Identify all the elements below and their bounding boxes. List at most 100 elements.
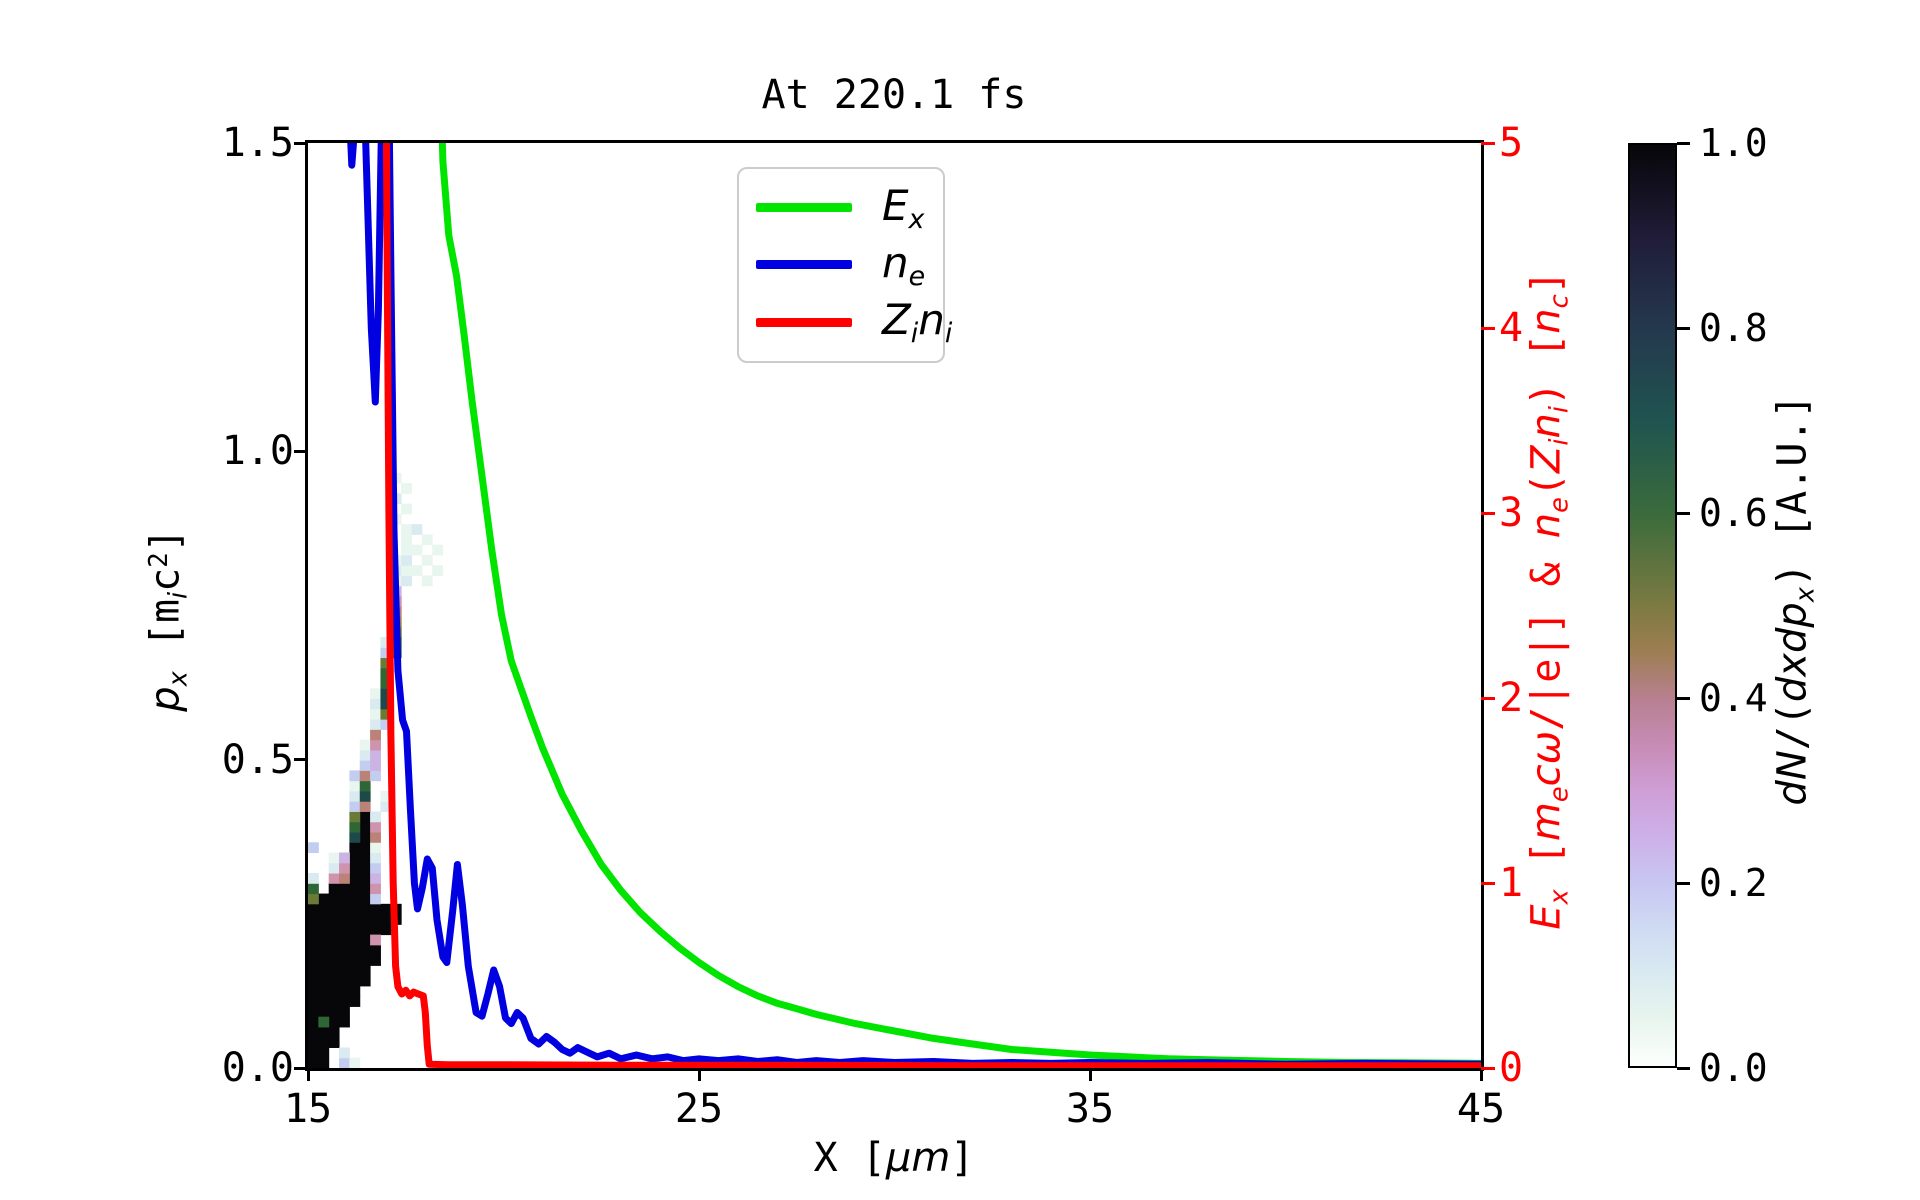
- legend-label-Zini: Zini: [882, 295, 952, 349]
- colorbar-tick-0.4: [1677, 696, 1690, 700]
- colorbar-tick-label-0.8: 0.8: [1699, 306, 1768, 350]
- hist-cell: [401, 565, 412, 576]
- hist-cell: [308, 914, 319, 925]
- hist-cell: [318, 893, 330, 905]
- hist-cell: [421, 575, 433, 587]
- hist-cell: [370, 698, 381, 710]
- hist-cell: [339, 965, 350, 977]
- x-tick-label-45: 45: [1456, 1086, 1506, 1132]
- label-segment: c: [1544, 294, 1575, 309]
- hist-cell: [380, 698, 392, 710]
- label-segment: i: [1544, 438, 1575, 446]
- hist-cell: [359, 862, 371, 874]
- label-segment: Z: [882, 295, 911, 345]
- hist-cell: [318, 1037, 330, 1048]
- label-segment: (: [1523, 473, 1570, 498]
- label-segment: i: [910, 318, 919, 350]
- legend-label-Ex: Ex: [882, 181, 924, 235]
- hist-cell: [339, 1057, 350, 1068]
- hist-cell: [328, 985, 340, 997]
- y-left-tick-0.0: [294, 1066, 308, 1070]
- colorbar-tick-0.2: [1677, 881, 1690, 885]
- label-segment: m: [142, 598, 189, 624]
- legend-item-Ex: Ex: [739, 181, 943, 235]
- x-tick-label-15: 15: [283, 1086, 333, 1132]
- hist-cell: [339, 1047, 350, 1059]
- hist-cell: [370, 955, 381, 966]
- colorbar-tick-0.6: [1677, 511, 1690, 515]
- hist-cell: [349, 996, 361, 1007]
- legend-label-ne: ne: [882, 238, 925, 292]
- hist-cell: [421, 554, 433, 566]
- hist-cell: [339, 862, 350, 874]
- label-segment: ]: [142, 528, 189, 553]
- y-right-tick-1: [1481, 881, 1495, 885]
- label-segment: /(: [1769, 702, 1816, 751]
- hist-cell: [339, 985, 350, 997]
- hist-cell: [380, 801, 392, 812]
- hist-cell: [308, 893, 319, 905]
- series-line-ne: [347, 143, 1481, 1068]
- hist-cell: [370, 831, 381, 843]
- hist-cell: [370, 842, 381, 854]
- hist-cell: [308, 1037, 319, 1048]
- y-right-tick-label-1: 1: [1499, 860, 1524, 906]
- x-axis-label: X [μm]: [814, 1135, 975, 1181]
- hist-cell: [308, 1047, 319, 1059]
- hist-cell: [401, 483, 412, 494]
- hist-cell: [370, 739, 381, 751]
- hist-cell: [370, 862, 381, 874]
- hist-cell: [318, 965, 330, 977]
- hist-cell: [370, 924, 381, 936]
- hist-cell: [339, 934, 350, 946]
- hist-cell: [370, 883, 381, 895]
- legend-line-swatch-Ex: [756, 203, 852, 213]
- label-segment: dN: [1769, 750, 1816, 806]
- y-axis-label-right: Ex [mecω/|e|] & ne(Zini) [nc]: [1524, 270, 1575, 930]
- hist-cell: [359, 760, 371, 771]
- hist-cell: [318, 914, 330, 925]
- hist-cell: [339, 955, 350, 966]
- hist-cell: [359, 893, 371, 905]
- label-segment: x: [1790, 587, 1821, 603]
- colorbar-label: dN/(dxdpx) [A.U.]: [1770, 394, 1821, 805]
- label-segment: /|e|]: [1523, 610, 1570, 731]
- hist-cell: [328, 873, 340, 884]
- y-right-tick-label-0: 0: [1499, 1045, 1524, 1091]
- label-segment: n: [1523, 512, 1570, 539]
- colorbar-tick-label-1.0: 1.0: [1699, 121, 1768, 165]
- colorbar-tick-label-0.4: 0.4: [1699, 676, 1768, 720]
- hist-cell: [359, 831, 371, 843]
- hist-cell: [349, 965, 361, 977]
- hist-cell: [328, 1037, 340, 1048]
- hist-cell: [339, 914, 350, 925]
- hist-cell: [349, 883, 361, 895]
- label-segment: [: [142, 623, 189, 672]
- hist-cell: [328, 914, 340, 925]
- label-segment: X [: [813, 1135, 886, 1181]
- hist-cell: [318, 955, 330, 966]
- hist-cell: [380, 914, 392, 925]
- hist-cell: [328, 934, 340, 946]
- hist-cell: [370, 893, 381, 905]
- label-segment: ]: [950, 1135, 975, 1181]
- hist-cell: [308, 965, 319, 977]
- legend: Ex ne Zini: [737, 167, 952, 363]
- hist-cell: [318, 1026, 330, 1038]
- label-segment: x: [908, 203, 925, 235]
- hist-cell: [411, 565, 423, 576]
- hist-cell: [359, 811, 371, 823]
- x-tick-label-25: 25: [674, 1086, 724, 1132]
- hist-cell: [349, 914, 361, 925]
- hist-cell: [359, 914, 371, 925]
- hist-cell: [359, 790, 371, 802]
- label-segment: E: [1523, 904, 1570, 930]
- hist-cell: [308, 1026, 319, 1038]
- hist-cell: [349, 780, 361, 792]
- legend-line-swatch-Zini: [756, 317, 852, 327]
- hist-cell: [349, 801, 361, 812]
- hist-cell: [328, 1006, 340, 1018]
- hist-cell: [380, 637, 392, 648]
- y-axis-label-left: px [mic2]: [143, 528, 194, 712]
